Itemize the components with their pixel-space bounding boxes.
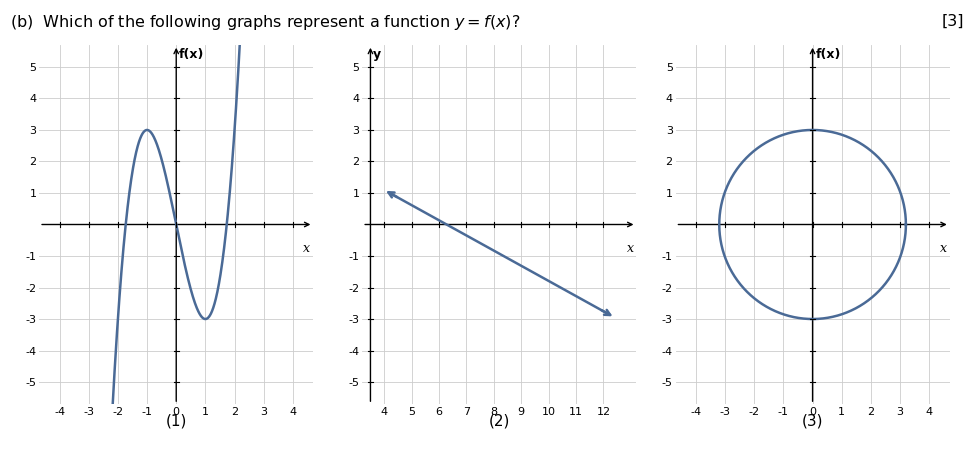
Text: x: x — [939, 242, 946, 255]
Text: f(x): f(x) — [179, 48, 204, 61]
Text: (1): (1) — [165, 414, 187, 429]
Text: (2): (2) — [488, 414, 510, 429]
Text: y: y — [373, 48, 380, 61]
Text: x: x — [626, 242, 633, 255]
Text: (b)  Which of the following graphs represent a function $y = f(x)$?: (b) Which of the following graphs repres… — [10, 13, 519, 32]
Text: f(x): f(x) — [815, 48, 840, 61]
Text: x: x — [303, 242, 310, 255]
Text: (3): (3) — [801, 414, 822, 429]
Text: [3]: [3] — [941, 13, 963, 28]
